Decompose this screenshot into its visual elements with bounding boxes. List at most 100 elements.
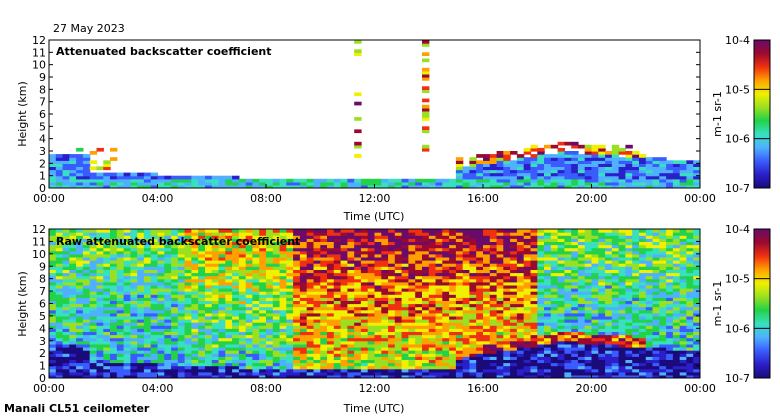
heatmap-cell [557, 337, 565, 342]
heatmap-cell [564, 337, 572, 342]
heatmap-cell [164, 291, 172, 295]
heatmap-cell [611, 356, 620, 360]
heatmap-cell [333, 253, 342, 258]
heatmap-cell [388, 272, 396, 277]
heatmap-cell [150, 343, 159, 348]
heatmap-cell [469, 356, 477, 360]
heatmap-cell [611, 368, 620, 373]
heatmap-cell [157, 356, 165, 360]
heatmap-cell [591, 244, 599, 249]
heatmap-cell [320, 350, 328, 354]
heatmap-cell [116, 281, 125, 286]
heatmap-cell [523, 284, 532, 289]
heatmap-cell [198, 269, 206, 274]
heatmap-cell [313, 337, 321, 342]
heatmap-cell [394, 353, 403, 357]
heatmap-cell [564, 266, 572, 270]
heatmap-cell [584, 250, 593, 255]
heatmap-cell [55, 374, 64, 378]
heatmap-cell [347, 328, 355, 332]
heatmap-cell [123, 312, 131, 317]
heatmap-cell [89, 235, 98, 239]
heatmap-cell [69, 241, 77, 246]
heatmap-cell [354, 368, 362, 373]
heatmap-cell [401, 312, 409, 317]
heatmap-cell [476, 272, 484, 277]
heatmap-cell [476, 353, 484, 357]
heatmap-cell [218, 278, 226, 283]
heatmap-cell [516, 328, 525, 332]
heatmap-cell [489, 275, 498, 280]
heatmap-cell [455, 353, 464, 357]
heatmap-cell [55, 303, 64, 308]
heatmap-cell [76, 322, 84, 326]
heatmap-cell [550, 272, 559, 277]
heatmap-cell [360, 312, 369, 317]
heatmap-cell [205, 300, 213, 305]
heatmap-cell [232, 328, 240, 332]
heatmap-cell [157, 322, 165, 326]
heatmap-cell [245, 359, 254, 364]
heatmap-cell [435, 229, 443, 233]
heatmap-cell [469, 172, 477, 177]
heatmap-cell [143, 371, 152, 376]
heatmap-cell [49, 175, 57, 180]
heatmap-cell [62, 297, 70, 301]
heatmap-cell [198, 272, 206, 277]
heatmap-cell [557, 291, 565, 295]
heatmap-cell [205, 322, 213, 326]
heatmap-cell [428, 356, 437, 360]
heatmap-cell [530, 144, 538, 149]
heatmap-cell [388, 331, 396, 336]
heatmap-cell [306, 294, 315, 298]
heatmap-cell [130, 347, 138, 351]
heatmap-cell [306, 269, 315, 274]
heatmap-cell [394, 241, 403, 246]
heatmap-cell [449, 232, 457, 236]
heatmap-cell [510, 181, 518, 186]
heatmap-cell [62, 157, 70, 161]
heatmap-cell [205, 365, 213, 370]
heatmap-cell [550, 294, 559, 298]
heatmap-cell [49, 272, 57, 277]
heatmap-cell [218, 275, 226, 280]
heatmap-cell [225, 284, 233, 289]
heatmap-cell [442, 278, 450, 283]
heatmap-cell [137, 368, 145, 373]
heatmap-cell [584, 294, 593, 298]
heatmap-cell [360, 184, 369, 188]
heatmap-cell [76, 347, 84, 351]
heatmap-cell [564, 350, 572, 354]
heatmap-cell [164, 181, 172, 186]
heatmap-cell [191, 300, 199, 305]
heatmap-cell [49, 374, 57, 378]
heatmap-cell [503, 263, 511, 267]
heatmap-cell [225, 229, 233, 233]
heatmap-cell [489, 343, 498, 348]
heatmap-cell [489, 256, 498, 261]
heatmap-cell [354, 343, 362, 348]
heatmap-cell [218, 269, 226, 274]
heatmap-cell [225, 288, 233, 292]
heatmap-cell [340, 356, 348, 360]
heatmap-cell [293, 319, 301, 323]
heatmap-cell [184, 291, 192, 295]
heatmap-cell [218, 244, 226, 249]
heatmap-cell [171, 300, 179, 305]
heatmap-cell [82, 312, 91, 317]
heatmap-cell [232, 374, 240, 378]
heatmap-cell [89, 325, 98, 329]
heatmap-cell [611, 284, 620, 289]
heatmap-cell [598, 157, 606, 161]
heatmap-cell [374, 266, 382, 270]
heatmap-cell [69, 315, 77, 320]
heatmap-cell [313, 272, 321, 277]
heatmap-cell [130, 365, 138, 370]
heatmap-cell [340, 368, 348, 373]
heatmap-cell [428, 181, 437, 186]
heatmap-cell [455, 163, 464, 167]
heatmap-cell [116, 312, 125, 317]
heatmap-cell [428, 253, 437, 258]
heatmap-cell [238, 250, 247, 255]
heatmap-cell [225, 368, 233, 373]
